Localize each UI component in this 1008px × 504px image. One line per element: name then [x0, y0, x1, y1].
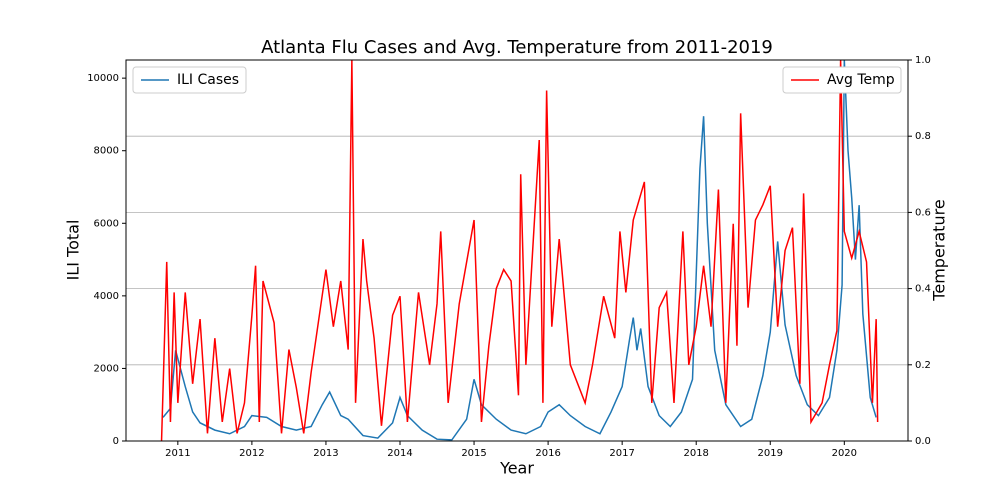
y2-tick-label: 0.0	[915, 436, 931, 447]
y-tick-label: 2000	[94, 363, 119, 374]
x-axis-label: Year	[499, 459, 534, 478]
plot-frame	[125, 59, 909, 442]
x-tick-label: 2012	[239, 448, 264, 459]
x-tick-label: 2014	[387, 448, 412, 459]
x-tick-label: 2017	[609, 448, 634, 459]
data-line	[160, 60, 879, 441]
x-tick-label: 2018	[683, 448, 708, 459]
y2-tick-label: 0.4	[915, 284, 931, 295]
x-tick-label: 2013	[313, 448, 338, 459]
y-axis-label: ILI Total	[64, 220, 83, 281]
x-tick-label: 2019	[758, 448, 783, 459]
x-tick-label: 2016	[535, 448, 560, 459]
y2-tick-label: 1.0	[915, 55, 931, 66]
y2-tick-label: 0.6	[915, 207, 931, 218]
y2-tick-label: 0.8	[915, 131, 931, 142]
x-tick-label: 2011	[165, 448, 190, 459]
y-tick-label: 0	[113, 436, 119, 447]
y2-tick-label: 0.2	[915, 360, 931, 371]
data-line	[162, 60, 877, 441]
x-tick-label: 2015	[461, 448, 486, 459]
legend-label: Avg Temp	[827, 72, 895, 88]
legend-box	[132, 66, 247, 94]
legend-label: ILI Cases	[177, 72, 239, 88]
y-tick-label: 10000	[87, 73, 119, 84]
y-tick-label: 8000	[94, 146, 119, 157]
y-tick-label: 4000	[94, 291, 119, 302]
legend-box	[782, 66, 902, 94]
chart-title: Atlanta Flu Cases and Avg. Temperature f…	[261, 37, 773, 58]
x-tick-label: 2020	[832, 448, 857, 459]
y-tick-label: 6000	[94, 218, 119, 229]
y2-axis-label: Temperature	[930, 199, 949, 301]
